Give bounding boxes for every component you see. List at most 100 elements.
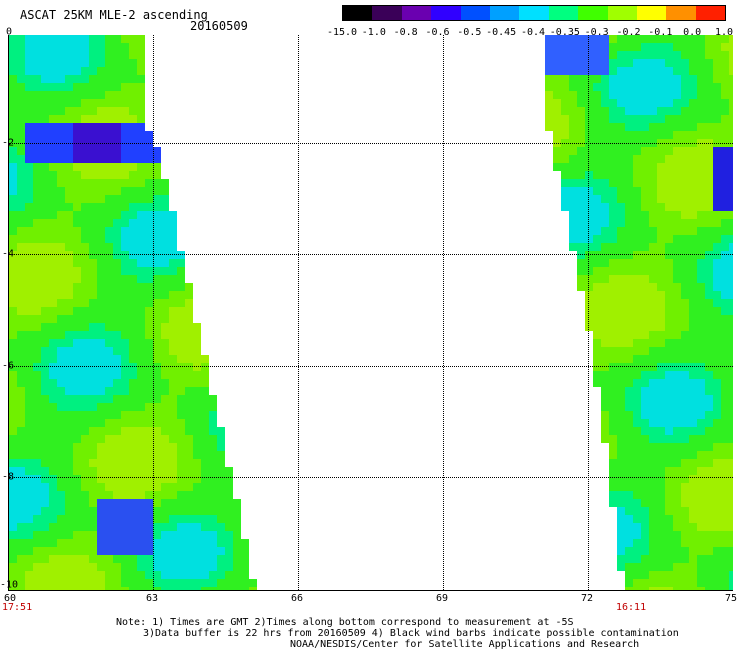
swath-cell [49,563,57,571]
swath-cell [569,75,577,83]
swath-cell [633,587,641,590]
swath-cell [649,507,657,515]
swath-cell [41,43,49,51]
swath-cell [697,531,705,539]
swath-cell [129,267,137,275]
swath-cell [617,51,625,59]
swath-cell [97,571,105,579]
swath-cell [9,547,17,555]
swath-cell [689,243,697,251]
swath-cell [25,459,33,467]
swath-cell [185,395,193,403]
swath-cell [41,267,49,275]
swath-cell [57,515,65,523]
swath-cell [633,547,641,555]
swath-cell [153,155,161,163]
swath-cell [705,187,713,195]
swath-cell [545,99,553,107]
swath-cell [185,467,193,475]
swath-cell [89,131,97,139]
swath-cell [137,251,145,259]
swath-cell [553,115,561,123]
swath-cell [585,123,593,131]
swath-cell [665,259,673,267]
swath-cell [729,187,733,195]
gridline-lon-63 [153,35,154,590]
swath-cell [25,35,33,43]
swath-cell [601,83,609,91]
swath-cell [73,507,81,515]
swath-cell [33,99,41,107]
swath-cell [721,235,729,243]
swath-cell [185,507,193,515]
swath-cell [641,307,649,315]
swath-cell [113,491,121,499]
swath-cell [145,307,153,315]
swath-cell [97,331,105,339]
swath-cell [105,571,113,579]
swath-cell [161,531,169,539]
swath-cell [33,251,41,259]
swath-cell [729,491,733,499]
swath-cell [649,523,657,531]
swath-cell [657,331,665,339]
swath-cell [713,379,721,387]
swath-cell [33,347,41,355]
swath-cell [585,275,593,283]
swath-cell [729,411,733,419]
swath-cell [9,123,17,131]
swath-cell [81,379,89,387]
swath-cell [649,291,657,299]
swath-cell [105,483,113,491]
swath-cell [49,331,57,339]
swath-cell [617,107,625,115]
swath-cell [137,459,145,467]
swath-cell [233,515,241,523]
swath-cell [193,475,201,483]
swath-cell [625,347,633,355]
swath-cell [145,467,153,475]
swath-cell [729,227,733,235]
swath-cell [633,515,641,523]
swath-cell [601,307,609,315]
swath-cell [57,379,65,387]
swath-cell [649,219,657,227]
swath-cell [721,547,729,555]
swath-cell [33,235,41,243]
swath-cell [625,563,633,571]
swath-cell [681,195,689,203]
swath-cell [697,467,705,475]
swath-cell [81,339,89,347]
swath-cell [657,107,665,115]
swath-cell [121,291,129,299]
swath-cell [57,147,65,155]
swath-cell [713,243,721,251]
swath-cell [57,99,65,107]
swath-cell [697,515,705,523]
swath-cell [609,443,617,451]
swath-cell [729,379,733,387]
swath-cell [585,99,593,107]
swath-cell [81,51,89,59]
swath-cell [673,571,681,579]
swath-cell [129,475,137,483]
swath-cell [625,251,633,259]
swath-cell [97,355,105,363]
swath-cell [577,251,585,259]
swath-cell [49,483,57,491]
swath-cell [145,515,153,523]
swath-cell [577,171,585,179]
swath-cell [17,363,25,371]
swath-cell [697,163,705,171]
swath-cell [89,35,97,43]
swath-cell [177,267,185,275]
swath-cell [49,115,57,123]
swath-cell [705,163,713,171]
swath-cell [17,355,25,363]
swath-cell [617,179,625,187]
swath-cell [17,587,25,590]
swath-cell [193,331,201,339]
swath-cell [81,555,89,563]
swath-cell [33,155,41,163]
swath-cell [593,171,601,179]
